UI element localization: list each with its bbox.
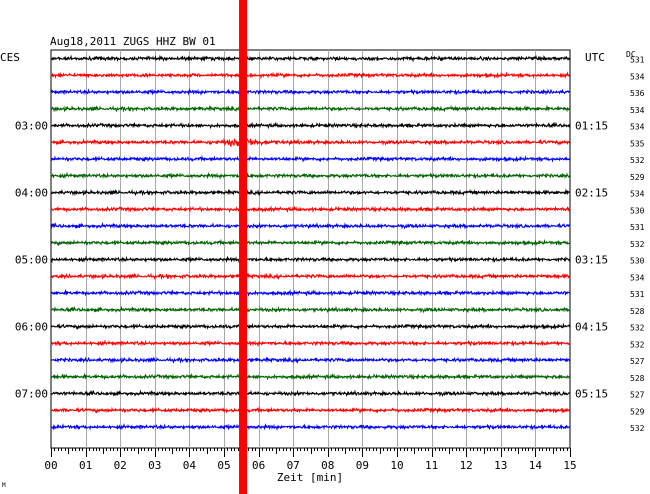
trace-7 <box>50 155 571 163</box>
dc-value-label: 529 <box>630 173 645 182</box>
right-timezone-label: UTC <box>585 51 605 64</box>
left-time-label: 07:00 <box>15 388 48 401</box>
x-tick-label: 02 <box>114 459 127 472</box>
plot-frame <box>50 49 571 449</box>
trace-15 <box>50 288 571 297</box>
right-time-label: 02:15 <box>575 187 608 200</box>
trace-12 <box>50 238 571 247</box>
x-tick-label: 03 <box>148 459 161 472</box>
right-time-label: 05:15 <box>575 388 608 401</box>
trace-8 <box>50 171 571 180</box>
trace-17 <box>50 322 571 331</box>
dc-value-label: 532 <box>630 240 645 249</box>
right-time-label: 04:15 <box>575 321 608 334</box>
dc-value-label: 532 <box>630 340 645 349</box>
dc-value-label: 529 <box>630 407 645 416</box>
x-tick-label: 09 <box>356 459 369 472</box>
dc-value-label: 528 <box>630 374 645 383</box>
trace-16 <box>50 305 571 314</box>
dc-value-label: 527 <box>630 357 645 366</box>
trace-23 <box>50 422 571 432</box>
x-axis-ticks <box>51 448 571 457</box>
dc-value-label: 534 <box>630 72 645 81</box>
x-tick-label: 04 <box>183 459 197 472</box>
trace-3 <box>50 88 571 97</box>
dc-value-label: 531 <box>630 56 645 65</box>
dc-value-label: 528 <box>630 307 645 316</box>
x-tick-label: 01 <box>79 459 92 472</box>
x-tick-label: 13 <box>494 459 507 472</box>
dc-value-label: 527 <box>630 391 645 400</box>
trace-6 <box>50 137 571 149</box>
x-tick-label: 14 <box>529 459 543 472</box>
trace-19 <box>50 356 571 364</box>
left-time-label: 03:00 <box>15 120 48 133</box>
x-tick-label: 12 <box>460 459 473 472</box>
corner-mark: M <box>2 482 6 489</box>
trace-18 <box>50 339 571 348</box>
x-tick-label: 11 <box>425 459 438 472</box>
dc-value-label: 530 <box>630 257 645 266</box>
trace-11 <box>50 221 571 230</box>
trace-9 <box>50 188 571 197</box>
x-tick-label: 05 <box>217 459 230 472</box>
event-marker-bar <box>239 0 248 494</box>
dc-value-label: 534 <box>630 190 645 199</box>
dc-value-label: 532 <box>630 156 645 165</box>
trace-22 <box>50 406 571 415</box>
x-tick-label: 08 <box>321 459 334 472</box>
trace-13 <box>50 255 571 264</box>
x-tick-label: 15 <box>563 459 576 472</box>
dc-value-label: 535 <box>630 139 645 148</box>
dc-value-label: 534 <box>630 106 645 115</box>
chart-title: Aug18,2011 ZUGS HHZ BW 01 <box>50 35 216 48</box>
trace-4 <box>50 104 571 113</box>
right-time-label: 01:15 <box>575 120 608 133</box>
left-time-label: 06:00 <box>15 321 48 334</box>
chart-labels: 531 534 536 534 534 535 532 529 534 530 531 532 530 5… <box>0 35 645 489</box>
left-time-label: 04:00 <box>15 187 48 200</box>
x-tick-label: 06 <box>252 459 265 472</box>
trace-21 <box>50 389 571 398</box>
dc-value-label: 534 <box>630 273 645 282</box>
left-timezone-label: CES <box>0 51 20 64</box>
right-time-label: 03:15 <box>575 254 608 267</box>
x-axis-label: Zeit [min] <box>277 471 343 484</box>
dc-value-label: 536 <box>630 89 645 98</box>
dc-value-label: 531 <box>630 290 645 299</box>
trace-10 <box>50 205 571 213</box>
dc-value-label: 534 <box>630 123 645 132</box>
x-tick-label: 10 <box>390 459 403 472</box>
x-tick-label: 07 <box>287 459 300 472</box>
seismic-traces <box>50 54 571 432</box>
dc-value-label: 532 <box>630 424 645 433</box>
trace-1 <box>50 54 571 63</box>
event-marker <box>239 0 248 494</box>
dc-value-label: 532 <box>630 324 645 333</box>
left-time-label: 05:00 <box>15 254 48 267</box>
dc-value-label: 530 <box>630 206 645 215</box>
plot-grid <box>50 49 571 457</box>
trace-20 <box>50 372 571 381</box>
trace-2 <box>50 71 571 80</box>
dc-value-label: 531 <box>630 223 645 232</box>
dc-header-label: DC <box>626 50 636 59</box>
trace-14 <box>51 272 571 281</box>
x-tick-label: 00 <box>44 459 57 472</box>
trace-5 <box>50 121 571 130</box>
